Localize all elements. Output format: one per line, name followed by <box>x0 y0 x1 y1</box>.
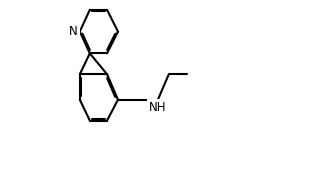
Text: N: N <box>69 25 78 38</box>
Text: NH: NH <box>149 101 167 114</box>
